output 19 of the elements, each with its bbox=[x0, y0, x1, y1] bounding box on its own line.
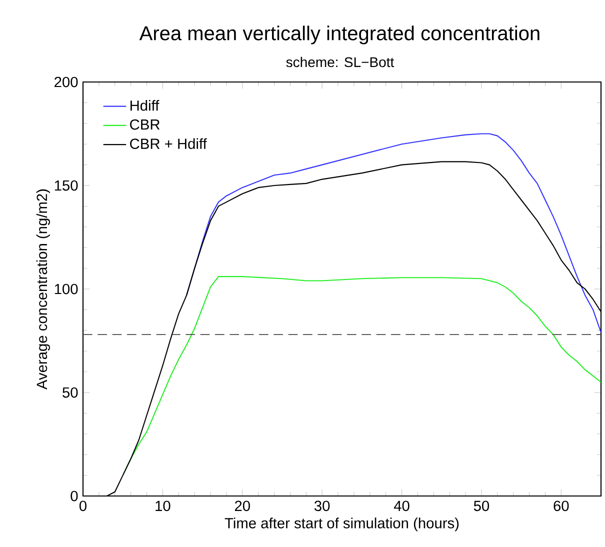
x-tick-label: 30 bbox=[314, 500, 330, 512]
legend-label: CBR + Hdiff bbox=[130, 138, 207, 149]
x-tick-label: 50 bbox=[474, 500, 490, 512]
y-tick-label: 0 bbox=[70, 490, 78, 502]
y-tick-label: 150 bbox=[54, 180, 78, 191]
y-axis-title: Average concentration (ng/m2) bbox=[36, 189, 50, 390]
x-tick-label: 10 bbox=[156, 500, 170, 512]
y-tick-label: 200 bbox=[54, 76, 78, 88]
chart-subtitle: scheme: SL−Bott bbox=[286, 56, 394, 68]
x-axis-title: Time after start of simulation (hours) bbox=[224, 518, 459, 532]
x-tick-label: 0 bbox=[79, 500, 86, 512]
y-tick-label: 50 bbox=[62, 387, 78, 398]
y-tick-label: 100 bbox=[54, 284, 78, 294]
x-tick-label: 60 bbox=[554, 500, 569, 512]
legend-label: CBR bbox=[130, 119, 160, 130]
chart-title: Area mean vertically integrated concentration bbox=[139, 26, 540, 44]
x-tick-label: 20 bbox=[234, 500, 250, 512]
x-tick-label: 40 bbox=[394, 500, 410, 512]
legend-label: Hdiff bbox=[130, 100, 160, 111]
